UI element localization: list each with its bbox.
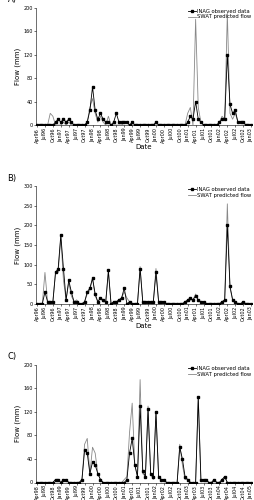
Y-axis label: Flow (mm): Flow (mm) xyxy=(15,405,21,442)
Y-axis label: Flow (mm): Flow (mm) xyxy=(15,48,21,85)
Text: B): B) xyxy=(8,174,17,182)
Legend: INAG observed data, SWAT predicted flow: INAG observed data, SWAT predicted flow xyxy=(186,366,251,378)
Legend: INAG observed data, SWAT predicted flow: INAG observed data, SWAT predicted flow xyxy=(186,186,251,198)
Text: C): C) xyxy=(8,352,17,362)
X-axis label: Date: Date xyxy=(135,323,152,329)
Text: A): A) xyxy=(8,0,17,4)
Legend: INAG observed data, SWAT predicted flow: INAG observed data, SWAT predicted flow xyxy=(186,8,251,20)
Y-axis label: Flow (mm): Flow (mm) xyxy=(15,226,21,264)
X-axis label: Date: Date xyxy=(135,144,152,150)
